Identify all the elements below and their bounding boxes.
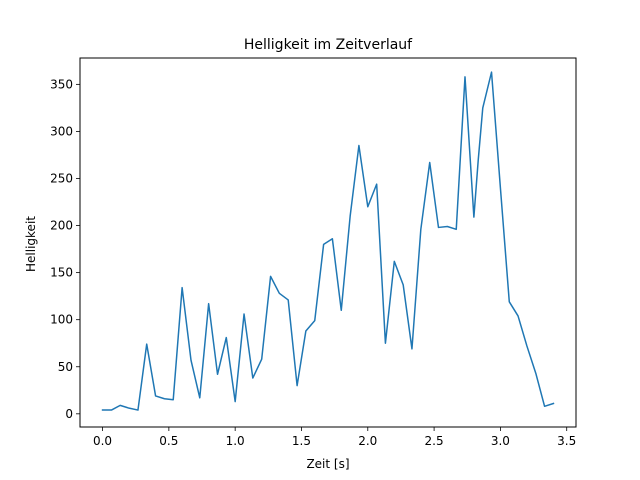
y-tick-label: 300	[50, 124, 73, 138]
x-tick-label: 1.5	[292, 434, 311, 448]
plot-area	[101, 71, 555, 411]
x-tick-label: 2.0	[358, 434, 377, 448]
y-tick-label: 0	[65, 407, 73, 421]
series-line	[101, 71, 555, 411]
y-tick-label: 100	[50, 313, 73, 327]
y-tick-label: 250	[50, 171, 73, 185]
x-tick-label: 0.0	[93, 434, 112, 448]
x-tick-label: 0.5	[159, 434, 178, 448]
y-tick-label: 50	[58, 360, 73, 374]
plot-frame	[79, 57, 577, 428]
y-axis: 0 50 100 150 200 250 300 350	[50, 77, 80, 421]
chart-title: Helligkeit im Zeitverlauf	[244, 37, 413, 53]
y-tick-label: 200	[50, 219, 73, 233]
x-axis: 0.0 0.5 1.0 1.5 2.0 2.5 3.0 3.5	[93, 427, 576, 448]
y-axis-label: Helligkeit	[24, 216, 38, 272]
x-tick-label: 2.5	[425, 434, 444, 448]
y-tick-label: 350	[50, 77, 73, 91]
x-axis-label: Zeit [s]	[306, 457, 349, 471]
x-tick-label: 3.0	[491, 434, 510, 448]
x-tick-label: 3.5	[557, 434, 576, 448]
y-tick-label: 150	[50, 266, 73, 280]
x-tick-label: 1.0	[226, 434, 245, 448]
